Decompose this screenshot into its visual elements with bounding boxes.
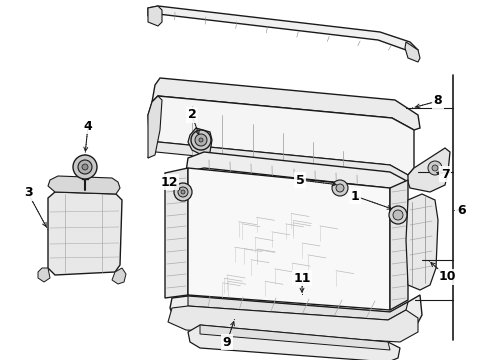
Polygon shape	[148, 142, 410, 185]
Polygon shape	[148, 96, 414, 175]
Circle shape	[191, 130, 211, 150]
Text: 12: 12	[160, 175, 178, 189]
Circle shape	[432, 165, 438, 171]
Circle shape	[178, 187, 188, 197]
Circle shape	[332, 180, 348, 196]
Text: 8: 8	[434, 94, 442, 108]
Text: 11: 11	[293, 271, 311, 284]
Polygon shape	[408, 148, 450, 192]
Polygon shape	[170, 295, 422, 340]
Polygon shape	[200, 325, 390, 350]
Polygon shape	[165, 168, 188, 298]
Text: 6: 6	[458, 203, 466, 216]
Text: 3: 3	[24, 186, 32, 199]
Polygon shape	[405, 42, 420, 62]
Circle shape	[199, 138, 203, 142]
Polygon shape	[188, 325, 400, 360]
Circle shape	[174, 183, 192, 201]
Polygon shape	[48, 176, 120, 194]
Polygon shape	[188, 296, 408, 320]
Polygon shape	[188, 128, 212, 156]
Polygon shape	[48, 192, 122, 275]
Text: 10: 10	[438, 270, 456, 284]
Circle shape	[195, 134, 207, 146]
Polygon shape	[406, 194, 438, 290]
Polygon shape	[390, 180, 408, 310]
Polygon shape	[188, 168, 390, 310]
Circle shape	[393, 210, 403, 220]
Polygon shape	[112, 268, 126, 284]
Circle shape	[73, 155, 97, 179]
Circle shape	[389, 206, 407, 224]
Polygon shape	[168, 306, 418, 342]
Text: 5: 5	[295, 174, 304, 186]
Polygon shape	[148, 96, 162, 158]
Polygon shape	[148, 6, 162, 26]
Circle shape	[78, 160, 92, 174]
Circle shape	[82, 164, 88, 170]
Polygon shape	[186, 152, 406, 196]
Circle shape	[428, 161, 442, 175]
Text: 4: 4	[84, 120, 93, 132]
Text: 2: 2	[188, 108, 196, 122]
Polygon shape	[38, 268, 50, 282]
Text: 9: 9	[222, 336, 231, 348]
Text: 1: 1	[351, 189, 359, 202]
Polygon shape	[152, 78, 420, 130]
Text: 7: 7	[441, 167, 449, 180]
Polygon shape	[148, 6, 418, 54]
Circle shape	[181, 190, 185, 194]
Circle shape	[336, 184, 344, 192]
